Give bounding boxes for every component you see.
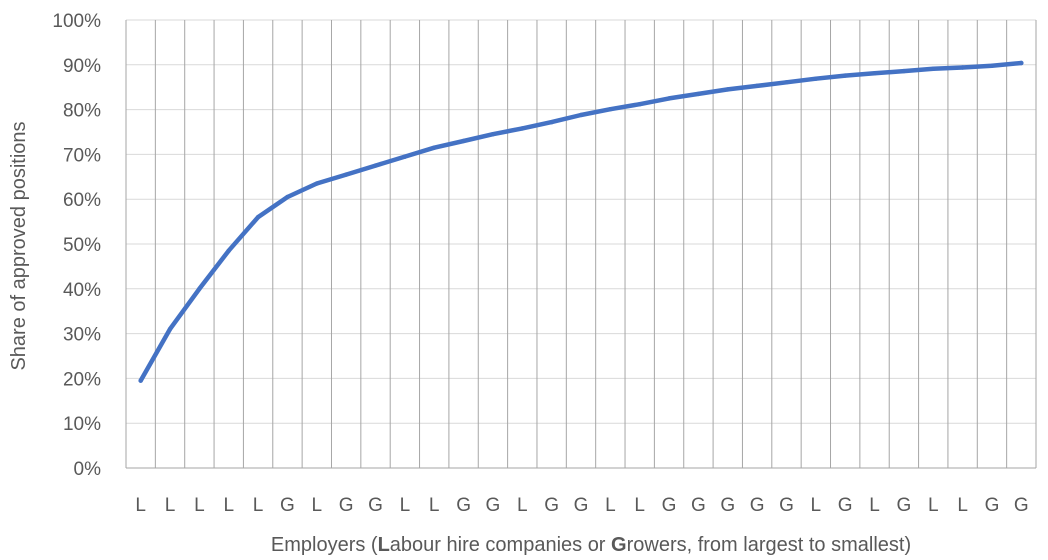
data-point — [432, 145, 437, 150]
x-tick-label: G — [339, 495, 354, 516]
x-axis-title: Employers (Labour hire companies or Grow… — [271, 534, 911, 556]
data-point — [167, 326, 173, 332]
x-tick-label: L — [135, 495, 146, 516]
x-tick-label: G — [897, 495, 912, 516]
x-tick-label: L — [253, 495, 264, 516]
x-tick-label: G — [574, 495, 589, 516]
data-point — [461, 138, 466, 144]
horizontal-gridlines — [126, 19, 1036, 424]
x-tick-label: L — [165, 495, 176, 516]
data-point — [813, 76, 819, 81]
x-tick-label: G — [456, 495, 471, 516]
x-tick-label: L — [194, 495, 205, 516]
y-tick-label: 20% — [63, 369, 101, 390]
data-point — [138, 378, 143, 383]
x-tick-label: G — [280, 495, 295, 516]
data-point — [402, 154, 408, 159]
data-point — [725, 87, 730, 92]
x-tick-label: L — [634, 495, 645, 516]
data-point — [226, 248, 231, 253]
x-tick-label: L — [517, 495, 528, 516]
data-point — [842, 73, 848, 78]
data-point — [960, 65, 965, 70]
x-tick-label: G — [838, 495, 853, 516]
series-group — [138, 60, 1024, 383]
data-point — [666, 96, 672, 101]
y-tick-label: 100% — [52, 11, 101, 32]
x-tick-label: L — [869, 495, 880, 516]
data-point — [696, 91, 701, 97]
x-tick-label: G — [985, 495, 1000, 516]
data-point — [549, 119, 554, 125]
data-point — [1019, 60, 1024, 66]
y-axis-tick-labels: 0% 10% 20% 30% 40% 50% 60% 70% 80% 90% 100% — [52, 11, 101, 480]
y-tick-label: 0% — [74, 459, 102, 480]
x-tick-label: L — [811, 495, 822, 516]
data-point — [285, 194, 290, 200]
x-tick-label: L — [605, 495, 616, 516]
data-point — [343, 172, 349, 177]
x-tick-label: G — [486, 495, 501, 516]
x-tick-label: L — [312, 495, 323, 516]
y-tick-label: 80% — [63, 101, 101, 122]
x-tick-label: G — [1014, 495, 1029, 516]
data-point — [754, 83, 760, 89]
data-point — [608, 106, 613, 112]
data-point — [578, 112, 584, 118]
x-tick-label: L — [429, 495, 440, 516]
data-point — [637, 102, 642, 107]
x-tick-label: L — [223, 495, 234, 516]
data-point — [314, 181, 320, 186]
x-tick-label: G — [779, 495, 794, 516]
x-tick-label: L — [400, 495, 411, 516]
y-axis-title: Share of approved positions — [8, 121, 30, 370]
y-tick-label: 30% — [63, 325, 101, 346]
x-tick-label: G — [544, 495, 559, 516]
data-point — [872, 71, 877, 76]
data-point — [197, 286, 202, 291]
x-tick-label: G — [720, 495, 735, 516]
y-tick-label: 40% — [63, 280, 101, 301]
y-tick-label: 90% — [63, 56, 101, 77]
data-point — [373, 163, 378, 168]
data-point — [931, 66, 936, 72]
data-point — [989, 63, 995, 68]
data-point — [901, 68, 907, 74]
y-tick-label: 70% — [63, 145, 101, 166]
x-tick-label: G — [368, 495, 383, 516]
x-tick-label: G — [691, 495, 706, 516]
data-point — [255, 214, 261, 220]
y-tick-label: 50% — [63, 235, 101, 256]
data-point — [784, 80, 789, 85]
x-tick-label: G — [750, 495, 765, 516]
x-tick-label: L — [957, 495, 968, 516]
y-tick-label: 10% — [63, 414, 101, 435]
x-tick-label: G — [662, 495, 677, 516]
y-tick-label: 60% — [63, 190, 101, 211]
data-point — [490, 132, 496, 137]
vertical-gridlines — [125, 20, 1037, 468]
x-tick-label: L — [928, 495, 939, 516]
data-point — [520, 126, 525, 131]
